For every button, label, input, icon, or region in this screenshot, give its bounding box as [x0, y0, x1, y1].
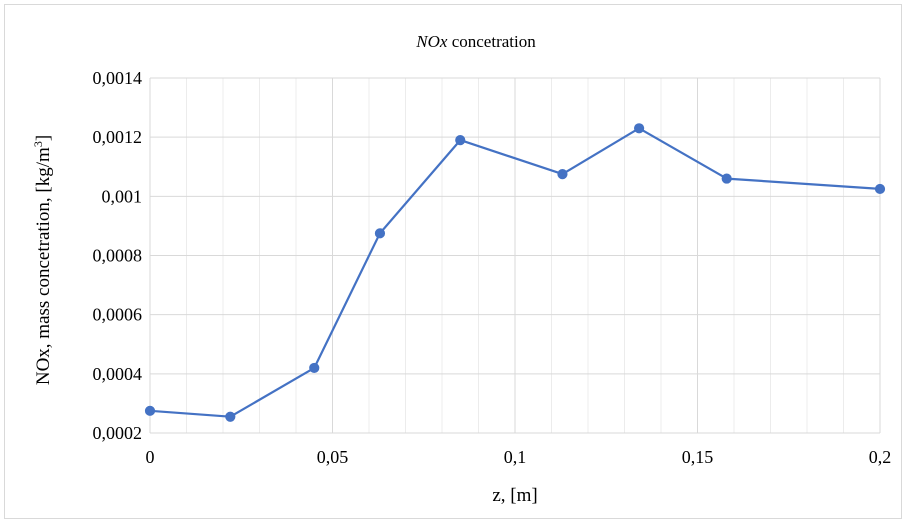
data-point	[557, 169, 568, 180]
data-point	[634, 123, 645, 134]
data-point	[309, 362, 320, 374]
data-point	[721, 173, 732, 184]
y-axis-label: NOx, mass concetration, [kg/m3]	[31, 135, 54, 385]
series-layer	[144, 123, 886, 422]
tick-labels: 0,0002 0,0004 0,0006 0,0008 0,001 0,0012 0,001…	[93, 68, 892, 467]
x-axis-label: z, [m]	[492, 485, 537, 506]
y-axis-label-close: ]	[33, 135, 54, 141]
y-tick-label: 0,0012	[93, 127, 143, 147]
data-point	[455, 135, 466, 146]
y-tick-label: 0,0008	[93, 246, 143, 266]
data-point	[144, 405, 156, 416]
x-tick-label: 0,05	[317, 447, 349, 467]
y-tick-label: 0,0006	[93, 305, 143, 325]
chart-title-rest: concetration	[447, 32, 536, 51]
y-axis-label-sup: 3	[31, 141, 45, 147]
x-tick-label: 0,1	[504, 447, 527, 467]
data-point	[374, 228, 386, 239]
chart-title: NOx concetration	[415, 32, 536, 51]
x-tick-label: 0,15	[682, 447, 714, 467]
y-tick-label: 0,001	[102, 186, 143, 206]
data-point	[874, 183, 886, 195]
data-point	[225, 411, 236, 422]
x-tick-label: 0,2	[869, 447, 892, 467]
y-axis-label-main: NOx, mass concetration, [kg/m	[33, 147, 54, 385]
y-tick-label: 0,0014	[93, 68, 143, 88]
x-tick-label: 0	[146, 447, 155, 467]
y-tick-label: 0,0002	[93, 423, 143, 443]
major-gridlines	[149, 77, 881, 434]
y-tick-label: 0,0004	[93, 364, 143, 384]
chart-title-italic: NOx	[415, 32, 448, 51]
